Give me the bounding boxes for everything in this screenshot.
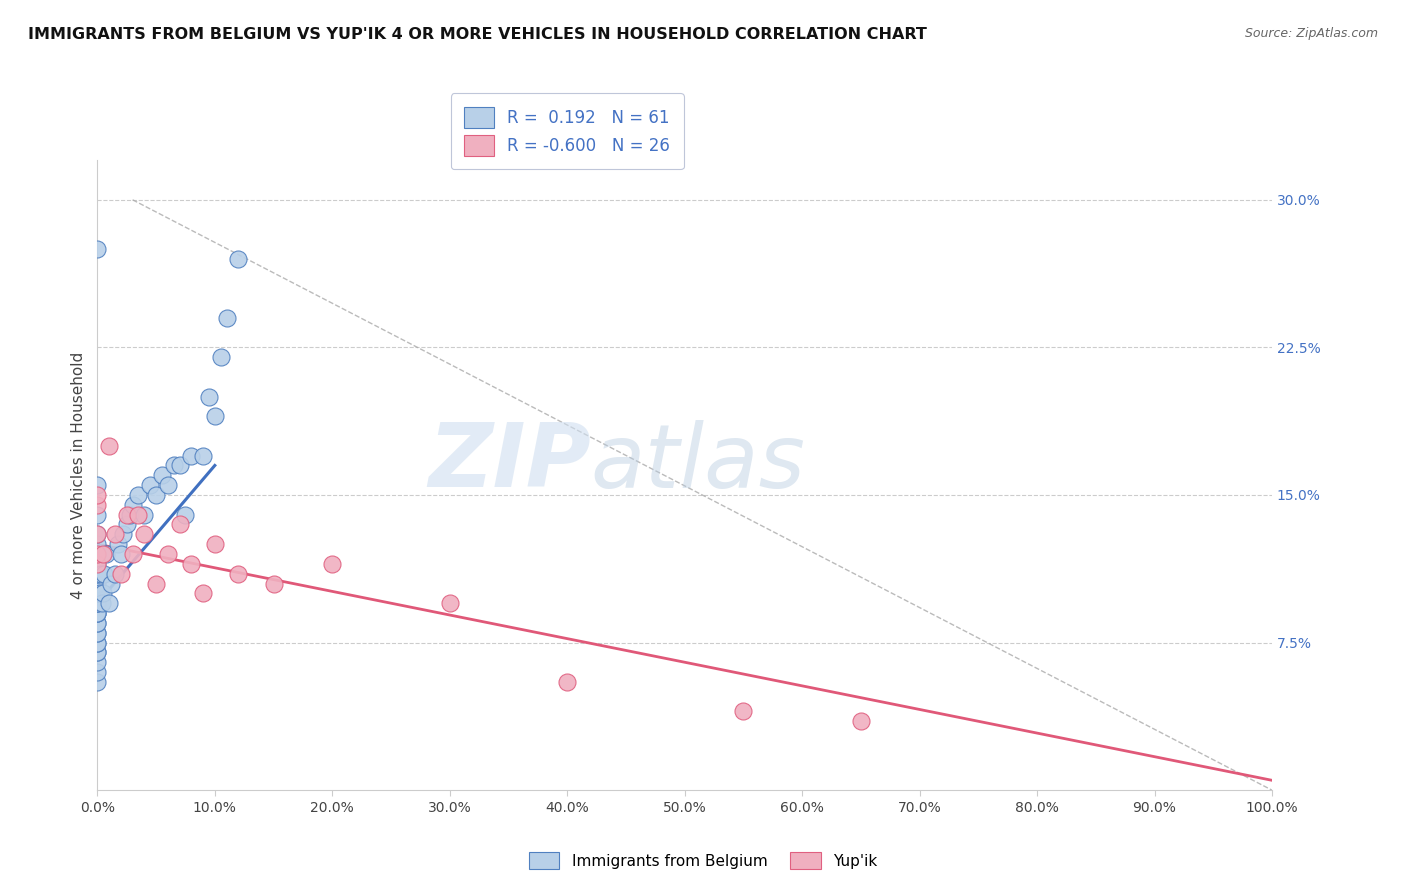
- Point: [86, 606, 108, 620]
- Point: [86, 527, 108, 541]
- Point: [215, 310, 238, 325]
- Point: [112, 527, 135, 541]
- Point: [86, 557, 108, 571]
- Point: [86, 527, 108, 541]
- Point: [90, 566, 112, 581]
- Text: atlas: atlas: [591, 420, 806, 506]
- Point: [107, 537, 129, 551]
- Legend: Immigrants from Belgium, Yup'ik: Immigrants from Belgium, Yup'ik: [523, 846, 883, 875]
- Point: [134, 508, 156, 522]
- Point: [91, 586, 114, 600]
- Point: [204, 537, 226, 551]
- Point: [86, 665, 108, 679]
- Point: [180, 557, 202, 571]
- Point: [86, 645, 108, 659]
- Point: [86, 625, 108, 640]
- Point: [86, 606, 108, 620]
- Point: [86, 655, 108, 669]
- Point: [86, 606, 108, 620]
- Legend: R =  0.192   N = 61, R = -0.600   N = 26: R = 0.192 N = 61, R = -0.600 N = 26: [451, 94, 683, 169]
- Point: [93, 566, 115, 581]
- Point: [191, 586, 214, 600]
- Point: [98, 596, 121, 610]
- Text: IMMIGRANTS FROM BELGIUM VS YUP'IK 4 OR MORE VEHICLES IN HOUSEHOLD CORRELATION CH: IMMIGRANTS FROM BELGIUM VS YUP'IK 4 OR M…: [28, 27, 927, 42]
- Point: [86, 615, 108, 630]
- Point: [86, 645, 108, 659]
- Point: [86, 547, 108, 561]
- Point: [169, 458, 191, 473]
- Point: [180, 449, 202, 463]
- Y-axis label: 4 or more Vehicles in Household: 4 or more Vehicles in Household: [72, 351, 86, 599]
- Point: [163, 458, 186, 473]
- Point: [145, 576, 167, 591]
- Point: [86, 635, 108, 649]
- Point: [86, 478, 108, 492]
- Text: Source: ZipAtlas.com: Source: ZipAtlas.com: [1244, 27, 1378, 40]
- Point: [191, 449, 214, 463]
- Point: [110, 566, 132, 581]
- Point: [94, 547, 117, 561]
- Point: [86, 557, 108, 571]
- Point: [139, 478, 162, 492]
- Point: [86, 537, 108, 551]
- Point: [204, 409, 226, 424]
- Point: [555, 674, 578, 689]
- Point: [86, 674, 108, 689]
- Point: [89, 586, 111, 600]
- Point: [127, 508, 149, 522]
- Point: [86, 576, 108, 591]
- Point: [104, 527, 127, 541]
- Point: [86, 586, 108, 600]
- Point: [86, 615, 108, 630]
- Point: [110, 547, 132, 561]
- Point: [174, 508, 197, 522]
- Point: [86, 596, 108, 610]
- Point: [169, 517, 191, 532]
- Point: [91, 547, 114, 561]
- Point: [115, 517, 138, 532]
- Point: [134, 527, 156, 541]
- Point: [86, 508, 108, 522]
- Point: [156, 478, 179, 492]
- Point: [121, 498, 143, 512]
- Point: [263, 576, 285, 591]
- Point: [86, 547, 108, 561]
- Point: [849, 714, 872, 729]
- Point: [86, 498, 108, 512]
- Point: [226, 566, 249, 581]
- Text: ZIP: ZIP: [427, 419, 591, 506]
- Point: [86, 242, 108, 256]
- Point: [321, 557, 343, 571]
- Point: [86, 625, 108, 640]
- Point: [86, 488, 108, 502]
- Point: [226, 252, 249, 266]
- Point: [115, 508, 138, 522]
- Point: [100, 576, 122, 591]
- Point: [86, 566, 108, 581]
- Point: [121, 547, 143, 561]
- Point: [86, 596, 108, 610]
- Point: [439, 596, 461, 610]
- Point: [86, 586, 108, 600]
- Point: [150, 468, 173, 483]
- Point: [91, 596, 114, 610]
- Point: [86, 586, 108, 600]
- Point: [86, 635, 108, 649]
- Point: [120, 508, 142, 522]
- Point: [733, 705, 755, 719]
- Point: [156, 547, 179, 561]
- Point: [104, 566, 127, 581]
- Point: [209, 350, 232, 364]
- Point: [86, 596, 108, 610]
- Point: [127, 488, 149, 502]
- Point: [198, 390, 221, 404]
- Point: [145, 488, 167, 502]
- Point: [86, 566, 108, 581]
- Point: [98, 439, 121, 453]
